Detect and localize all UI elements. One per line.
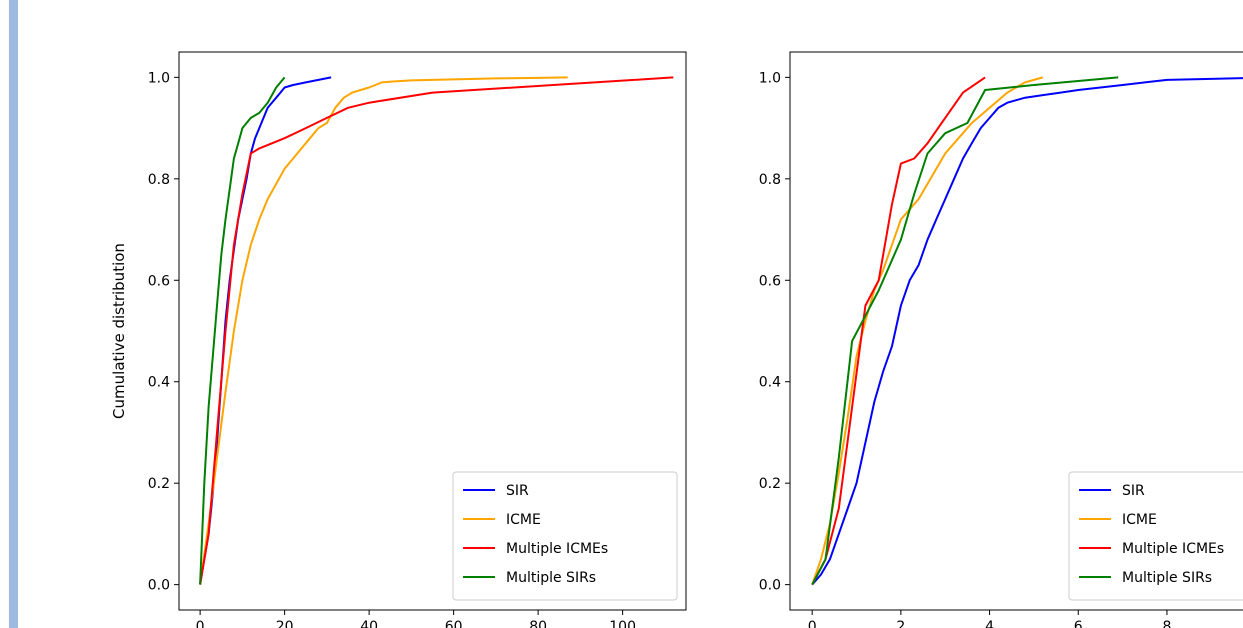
x-tick-label: 4 [985,619,994,628]
y-tick-label: 0.6 [759,273,781,289]
legend-label: Multiple ICMEs [1122,541,1224,557]
cdf-plot-right: 0.00.20.40.60.81.00246810SIRICMEMultiple… [759,51,1243,628]
y-tick-label: 0.0 [759,578,781,594]
y-tick-label: 0.4 [759,375,781,391]
plot-frame [789,51,1243,611]
plot-frame [178,51,687,611]
y-tick-label: 1.0 [148,70,170,86]
y-tick-label: 0.8 [148,172,170,188]
y-tick-label: 0.6 [148,273,170,289]
legend-label: ICME [506,512,541,528]
series-line-icme [199,76,568,585]
x-tick-label: 100 [609,619,636,628]
series-line-sir [199,76,332,585]
series-line-icme [811,76,1044,585]
legend-label: Multiple SIRs [506,570,596,586]
cdf-plot-left: 0.0 0.2 0.4 0.6 0.8 1.0 0 20 40 60 80 100 Cumulative… [110,51,687,628]
y-tick-label: 0.4 [148,375,170,391]
legend-label: ICME [1122,512,1157,528]
x-tick-label: 80 [529,619,547,628]
legend-label: SIR [1122,483,1145,499]
x-tick-label: 0 [808,619,817,628]
y-tick-label: 0.8 [759,172,781,188]
series-line-multiple-sirs [199,76,286,585]
y-tick-label: 0.0 [148,578,170,594]
x-tick-label: 60 [445,619,463,628]
legend-label: Multiple ICMEs [506,541,608,557]
x-tick-label: 6 [1074,619,1083,628]
x-tick-label: 8 [1162,619,1171,628]
legend-box [1068,471,1243,601]
window-left-edge [0,0,19,628]
legend-label: SIR [506,483,529,499]
y-tick-label: 1.0 [759,70,781,86]
x-tick-label: 20 [276,619,294,628]
legend-label: Multiple SIRs [1122,570,1212,586]
legend-box [452,471,678,601]
x-tick-label: 40 [360,619,378,628]
series-line-sir [811,77,1243,586]
y-tick-label: 0.2 [148,476,170,492]
y-axis-label: Cumulative distribution [110,243,128,419]
x-tick-label: 0 [196,619,205,628]
x-tick-label: 2 [896,619,905,628]
series-line-multiple-icmes [811,76,986,586]
y-tick-label: 0.2 [759,476,781,492]
series-line-multiple-icmes [199,76,674,585]
series-line-multiple-sirs [811,76,1119,586]
